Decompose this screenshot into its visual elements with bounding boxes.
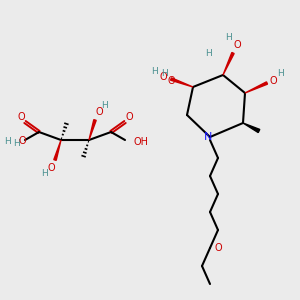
Text: O: O [95,107,103,117]
Text: O: O [18,136,26,146]
Text: O: O [125,112,133,122]
Text: O: O [233,40,241,50]
Text: N: N [204,132,212,142]
Text: H: H [206,49,212,58]
Text: O: O [47,163,55,173]
Text: H: H [102,101,108,110]
Polygon shape [243,123,260,133]
Text: H: H [151,67,158,76]
Text: H: H [4,137,11,146]
Text: H: H [40,169,47,178]
Polygon shape [245,82,268,93]
Text: OH: OH [133,137,148,147]
Text: H: H [277,68,284,77]
Text: O: O [167,76,175,86]
Text: H: H [162,68,168,77]
Text: H: H [14,140,20,148]
Text: O: O [159,72,167,82]
Polygon shape [54,140,61,160]
Text: O: O [269,76,277,86]
Text: O: O [214,243,222,253]
Text: O: O [17,112,25,122]
Polygon shape [171,78,193,87]
Polygon shape [223,52,234,75]
Polygon shape [89,120,96,140]
Text: H: H [226,32,232,41]
